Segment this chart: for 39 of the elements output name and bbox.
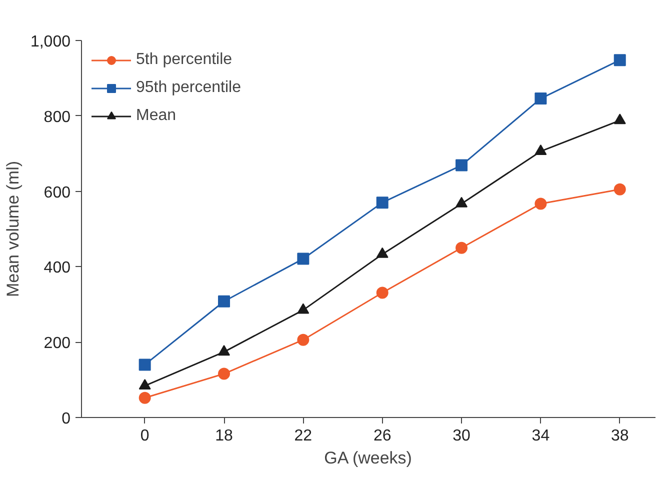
- point: [614, 114, 626, 124]
- point: [297, 334, 310, 346]
- x-tick-label: 22: [294, 428, 312, 444]
- x-tick-label: 26: [373, 428, 392, 444]
- point: [376, 247, 388, 258]
- y-tick-label: 800: [44, 108, 71, 126]
- point: [138, 378, 151, 390]
- x-axis-title: GA (weeks): [324, 448, 412, 468]
- y-tick-label: 0: [62, 410, 71, 428]
- y-tick-label: 1,000: [30, 34, 71, 50]
- point: [534, 92, 547, 105]
- point: [376, 286, 388, 299]
- point: [456, 159, 468, 172]
- y-tick-label: 200: [44, 335, 71, 352]
- point: [614, 183, 626, 196]
- legend-label: Mean: [136, 107, 176, 125]
- x-tick-label: 38: [610, 428, 629, 444]
- legend-label: 5th percentile: [136, 51, 232, 69]
- x-tick-label: 0: [140, 428, 150, 444]
- point: [534, 144, 547, 156]
- y-tick-label: 400: [44, 260, 71, 277]
- point: [138, 392, 151, 404]
- point: [534, 198, 547, 210]
- point: [456, 196, 468, 208]
- point: [614, 54, 626, 66]
- y-tick-label: 600: [44, 184, 71, 202]
- x-tick-label: 18: [215, 428, 234, 444]
- point: [138, 358, 151, 371]
- y-axis-title: Mean volume (ml): [3, 160, 22, 298]
- point: [218, 295, 230, 308]
- x-tick-label: 34: [532, 428, 550, 444]
- point: [376, 196, 388, 209]
- point: [297, 303, 310, 314]
- legend-label: 95th percentile: [136, 79, 241, 97]
- point: [218, 345, 230, 356]
- point: [456, 242, 468, 254]
- point: [218, 368, 230, 380]
- point: [297, 252, 310, 265]
- x-tick-label: 30: [452, 428, 471, 444]
